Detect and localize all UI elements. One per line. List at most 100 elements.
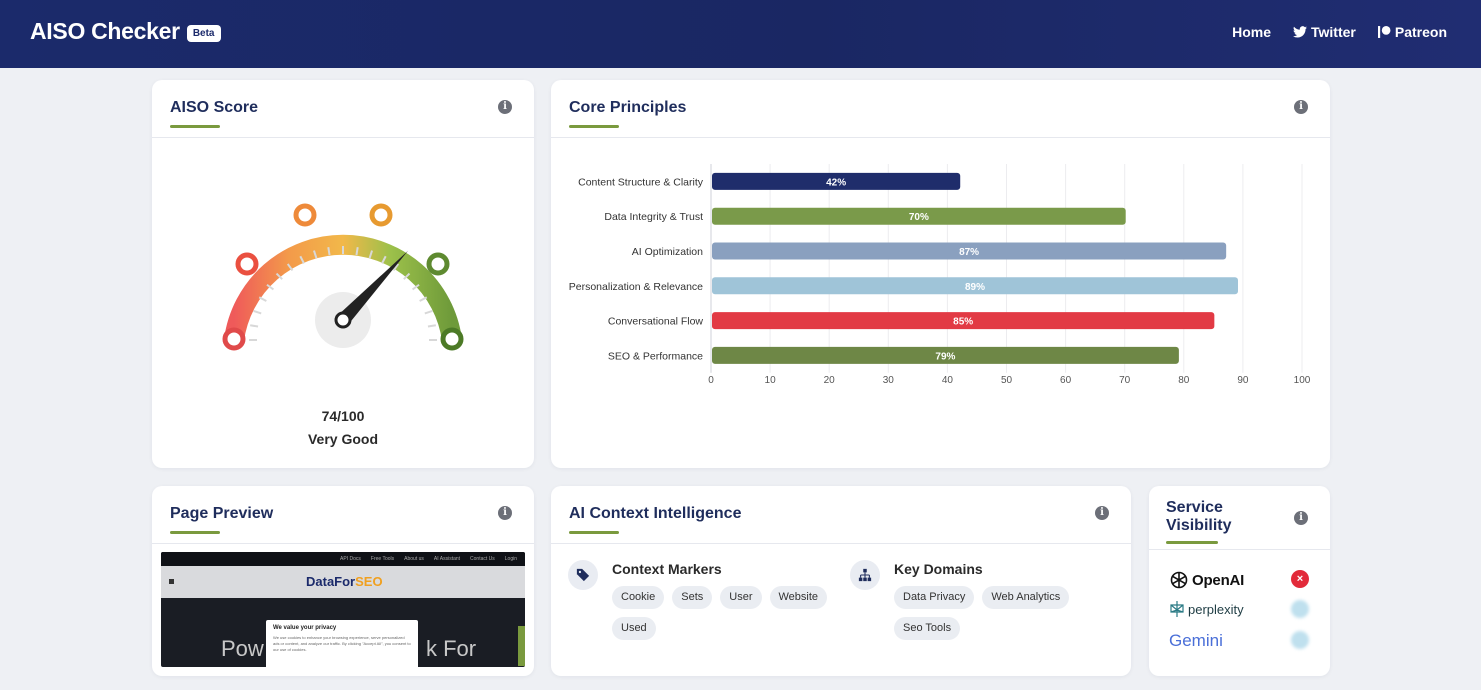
domain-chip[interactable]: Web Analytics — [982, 586, 1070, 609]
info-icon[interactable]: i — [1294, 511, 1308, 525]
info-icon[interactable]: i — [1095, 506, 1109, 520]
x-tick-label: 20 — [824, 375, 836, 386]
info-icon[interactable]: i — [498, 506, 512, 520]
service-row-gemini: Gemini — [1169, 629, 1309, 653]
marker-chip[interactable]: User — [720, 586, 762, 609]
gauge-tick — [424, 310, 433, 315]
x-tick-label: 30 — [883, 375, 895, 386]
aiso-score-header: AISO Score i — [152, 80, 534, 138]
marker-chip[interactable]: Used — [612, 617, 656, 640]
bar-value-label: 87% — [959, 247, 979, 258]
preview-side-tab — [518, 626, 525, 666]
marker-chip[interactable]: Sets — [672, 586, 713, 609]
bar — [712, 277, 1238, 295]
preview-cookie-title: We value your privacy — [273, 625, 337, 631]
patreon-icon — [1377, 26, 1391, 38]
gauge-tick — [327, 247, 331, 256]
service-name: OpenAI — [1192, 571, 1245, 589]
gauge-needle — [334, 250, 409, 329]
nav-patreon-label: Patreon — [1394, 24, 1447, 40]
status-loading-icon — [1291, 631, 1309, 649]
bar-value-label: 70% — [909, 212, 929, 223]
info-icon[interactable]: i — [1294, 100, 1308, 114]
ai-context-card: AI Context Intelligence i Context Marker… — [551, 486, 1131, 676]
gemini-logo: Gemini — [1169, 631, 1223, 651]
perplexity-icon — [1170, 601, 1184, 617]
x-tick-label: 100 — [1294, 375, 1311, 386]
x-tick-label: 10 — [765, 375, 777, 386]
status-loading-icon — [1291, 600, 1309, 618]
gauge-tick — [368, 250, 373, 259]
category-label: Personalization & Relevance — [569, 281, 703, 293]
key-domains-chips: Data Privacy Web Analytics Seo Tools — [894, 586, 1094, 640]
info-icon[interactable]: i — [498, 100, 512, 114]
gauge-marker-1 — [235, 252, 259, 276]
core-principles-card: Core Principles i 0 10 20 30 40 50 60 70 80 90 100… — [551, 80, 1330, 468]
x-tick-label: 80 — [1178, 375, 1190, 386]
gauge-tick — [286, 263, 294, 272]
preview-menu-icon — [169, 579, 174, 584]
bar-value-label: 79% — [935, 351, 955, 362]
nav-patreon-link[interactable]: Patreon — [1377, 24, 1447, 40]
gauge-tick — [266, 283, 275, 291]
core-principles-chart: 0 10 20 30 40 50 60 70 80 90 100 Content Structure … — [569, 164, 1311, 386]
service-visibility-header: Service Visibility i — [1149, 486, 1330, 550]
preview-navbar: DataForSEO — [161, 566, 525, 598]
preview-topbar: API Docs Free Tools About us AI Assistant Co… — [161, 552, 525, 566]
category-label: Conversational Flow — [608, 316, 704, 328]
bar — [712, 242, 1227, 260]
x-tick-label: 70 — [1119, 375, 1131, 386]
preview-top-link: Login — [504, 556, 517, 562]
twitter-icon — [1293, 26, 1308, 38]
preview-cookie-banner: We value your privacy We use cookies to … — [266, 620, 418, 667]
preview-top-link: API Docs — [340, 556, 361, 562]
marker-chip[interactable]: Cookie — [612, 586, 665, 609]
nav-home-link[interactable]: Home — [1232, 24, 1271, 40]
service-visibility-title: Service Visibility — [1166, 499, 1256, 544]
gauge-tick — [411, 283, 420, 291]
preview-logo: DataForSEO — [306, 574, 383, 589]
preview-hero-right: k For — [426, 636, 477, 661]
preview-top-link: AI Assistant — [433, 556, 461, 562]
marker-chip[interactable]: Website — [769, 586, 828, 609]
preview-cookie-text: We use cookies to enhance your browsing … — [273, 635, 411, 652]
bar-value-label: 89% — [965, 282, 985, 293]
tags-icon — [568, 560, 598, 590]
brand[interactable]: AISO Checker Beta — [30, 18, 221, 45]
domain-chip[interactable]: Data Privacy — [894, 586, 975, 609]
service-name: perplexity — [1188, 601, 1244, 617]
openai-logo: OpenAI — [1169, 570, 1244, 590]
bar-value-label: 85% — [953, 317, 973, 328]
ai-context-title: AI Context Intelligence — [569, 505, 742, 534]
gauge-tick — [355, 247, 359, 256]
category-label: Content Structure & Clarity — [578, 176, 704, 188]
app-title[interactable]: AISO Checker — [30, 18, 180, 44]
score-gauge — [222, 203, 464, 351]
context-markers-chips: Cookie Sets User Website Used — [612, 586, 842, 640]
nav-twitter-link[interactable]: Twitter — [1293, 24, 1356, 40]
aiso-score-title: AISO Score — [170, 99, 259, 128]
preview-top-link: Contact Us — [470, 556, 495, 562]
page-preview-card: Page Preview i API Docs Free Tools About u… — [152, 486, 534, 676]
perplexity-logo: perplexity — [1169, 600, 1244, 618]
gauge-tick — [258, 296, 267, 302]
x-tick-label: 50 — [1001, 375, 1013, 386]
x-tick-label: 90 — [1237, 375, 1249, 386]
ai-context-header: AI Context Intelligence i — [551, 486, 1131, 544]
aiso-score-card: AISO Score i 74/100 Very Good — [152, 80, 534, 468]
gauge-tick — [392, 263, 400, 272]
nav-home-label: Home — [1232, 24, 1272, 40]
page-preview-screenshot[interactable]: API Docs Free Tools About us AI Assistant Co… — [161, 552, 525, 667]
gauge-tick — [253, 310, 262, 315]
bar — [712, 312, 1215, 330]
x-tick-label: 0 — [708, 375, 714, 386]
x-tick-label: 40 — [942, 375, 954, 386]
bar-value-label: 42% — [826, 177, 846, 188]
core-principles-title: Core Principles — [569, 99, 687, 128]
status-error-icon: × — [1291, 570, 1309, 588]
service-name: Gemini — [1169, 631, 1223, 650]
bar — [712, 207, 1126, 225]
domain-chip[interactable]: Seo Tools — [894, 617, 961, 640]
bar — [712, 346, 1179, 364]
x-tick-label: 60 — [1060, 375, 1072, 386]
